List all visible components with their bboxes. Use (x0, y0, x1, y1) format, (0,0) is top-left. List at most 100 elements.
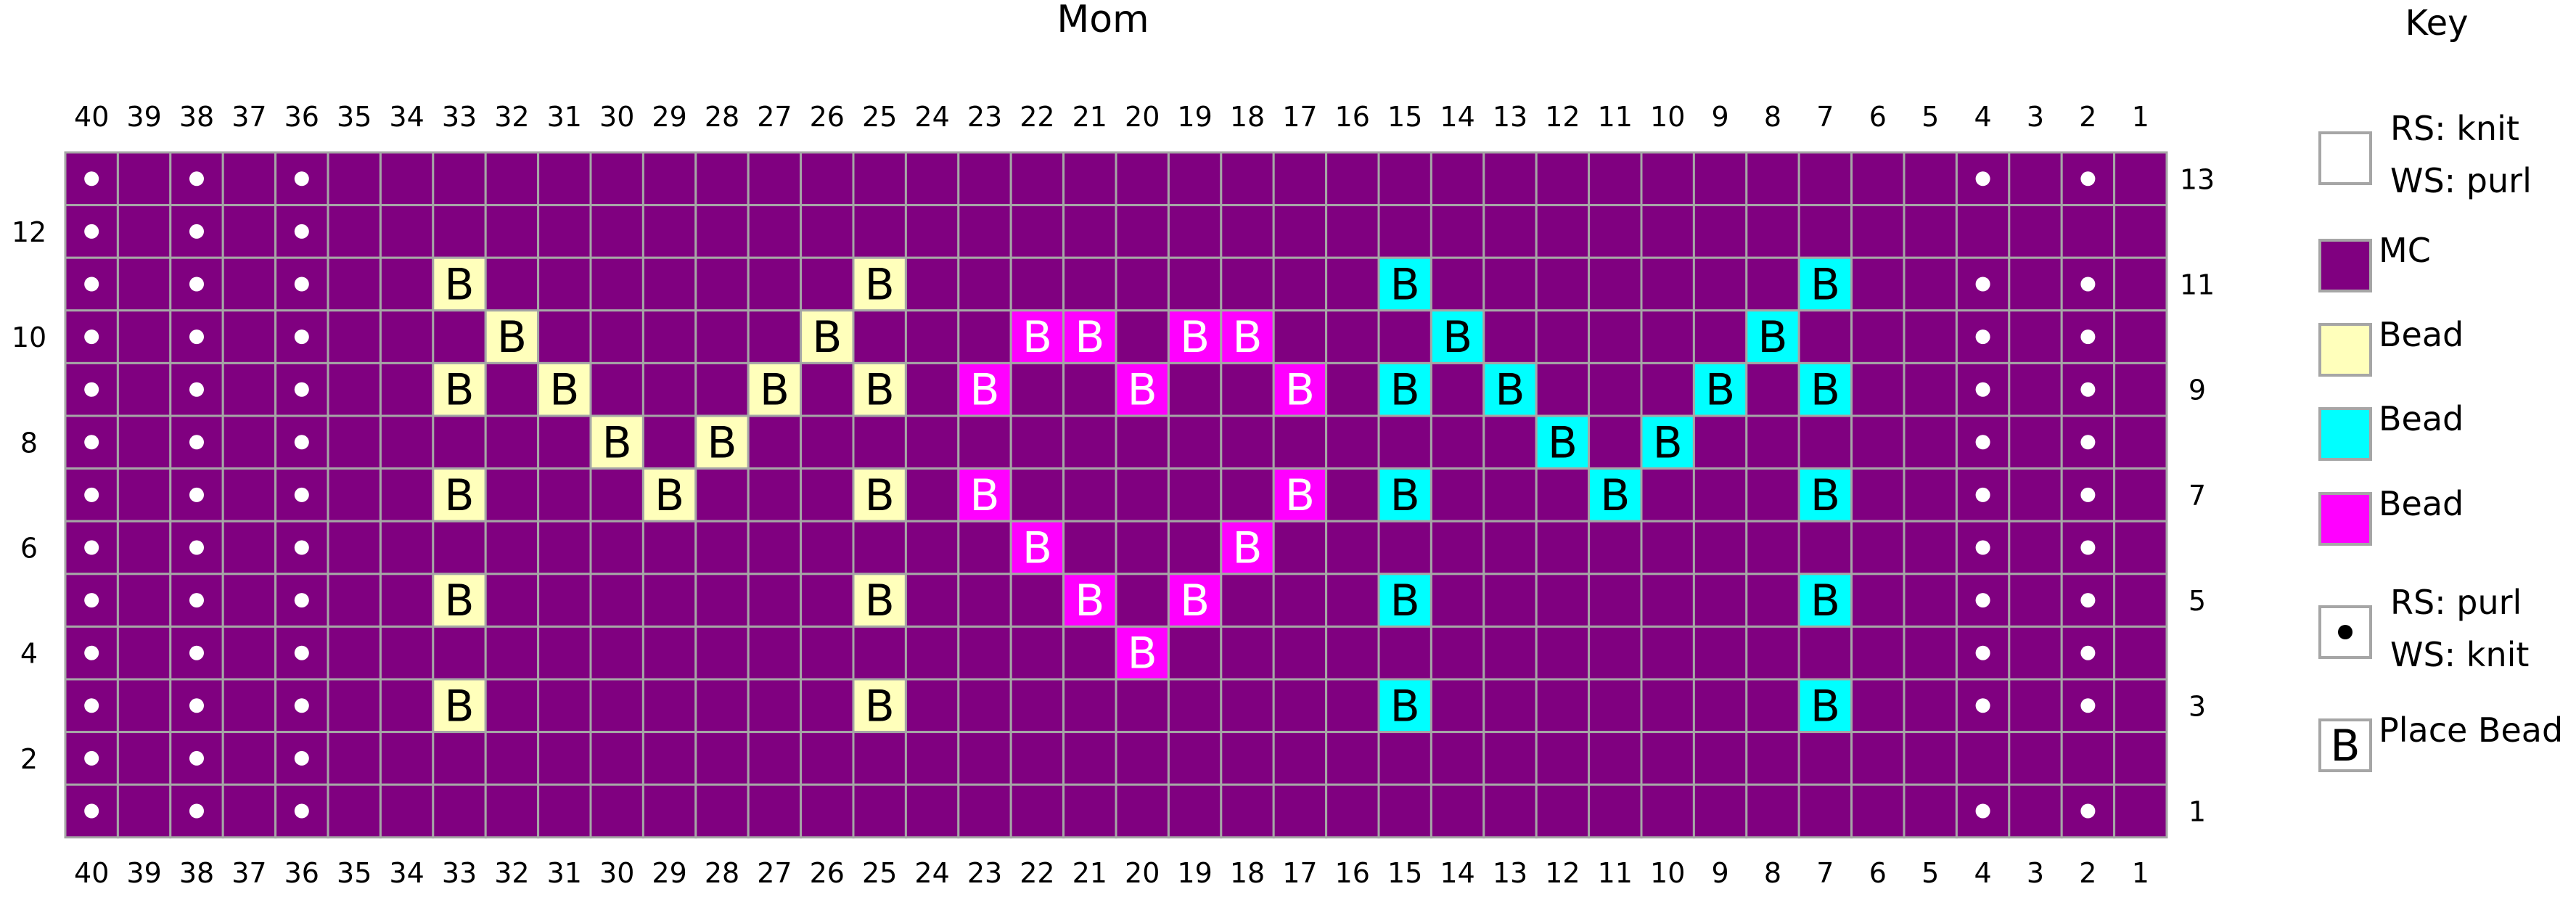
bead-symbol-r6-c18: B (1232, 523, 1262, 574)
chart-cell-r3-c14 (1429, 678, 1485, 734)
chart-cell-r13-c29 (641, 151, 697, 207)
chart-cell-r5-c33 (432, 573, 487, 628)
chart-cell-r9-c34 (379, 361, 435, 417)
bead-symbol-r8-c10: B (1653, 417, 1683, 468)
chart-cell-r9-c21 (1062, 361, 1117, 417)
purl-dot-r8-c40 (84, 435, 99, 450)
chart-cell-r3-c34 (379, 678, 435, 734)
chart-cell-r9-c35 (327, 361, 382, 417)
chart-cell-r6-c5 (1903, 520, 1958, 576)
chart-cell-r6-c21 (1062, 520, 1117, 576)
chart-cell-r10-c25 (852, 309, 907, 364)
bead-symbol-r11-c33: B (444, 260, 474, 311)
chart-cell-r5-c31 (537, 573, 592, 628)
chart-cell-r7-c27 (747, 467, 803, 523)
purl-dot-r11-c4 (1975, 277, 1990, 292)
chart-cell-r13-c24 (904, 151, 960, 207)
key-label-1-0: MC (2379, 231, 2431, 270)
chart-cell-r8-c9 (1692, 414, 1748, 470)
chart-cell-r2-c31 (537, 731, 592, 786)
chart-cell-r6-c1 (2113, 520, 2168, 576)
top-column-label-10: 10 (1650, 101, 1685, 133)
top-column-label-5: 5 (1921, 101, 1939, 133)
bead-symbol-r9-c7: B (1810, 365, 1840, 416)
chart-cell-r8-c20 (1115, 414, 1170, 470)
bead-symbol-r5-c21: B (1075, 576, 1104, 626)
bead-symbol-r5-c19: B (1180, 576, 1210, 626)
bottom-column-label-8: 8 (1764, 857, 1781, 889)
chart-cell-r10-c15 (1377, 309, 1432, 364)
right-row-label-11: 11 (2180, 269, 2215, 301)
bead-symbol-r3-c7: B (1810, 681, 1840, 732)
chart-cell-r2-c5 (1903, 731, 1958, 786)
chart-cell-r2-c21 (1062, 731, 1117, 786)
bottom-column-label-37: 37 (231, 857, 266, 889)
chart-cell-r2-c8 (1745, 731, 1800, 786)
chart-cell-r5-c24 (904, 573, 960, 628)
chart-cell-r7-c30 (589, 467, 644, 523)
chart-cell-r13-c22 (1009, 151, 1065, 207)
chart-cell-r8-c27 (747, 414, 803, 470)
chart-cell-r2-c22 (1009, 731, 1065, 786)
bead-symbol-r9-c17: B (1285, 365, 1315, 416)
chart-cell-r13-c13 (1482, 151, 1538, 207)
chart-cell-r1-c7 (1797, 783, 1853, 839)
chart-cell-r13-c8 (1745, 151, 1800, 207)
chart-cell-r2-c14 (1429, 731, 1485, 786)
purl-dot-r11-c38 (189, 277, 204, 292)
chart-cell-r12-c34 (379, 204, 435, 259)
purl-dot-r6-c40 (84, 540, 99, 555)
bottom-column-label-22: 22 (1020, 857, 1054, 889)
chart-cell-r13-c7 (1797, 151, 1853, 207)
left-row-label-8: 8 (20, 427, 38, 459)
purl-dot-r7-c40 (84, 487, 99, 502)
chart-cell-r10-c30 (589, 309, 644, 364)
chart-cell-r3-c25 (852, 678, 907, 734)
chart-cell-r10-c23 (957, 309, 1012, 364)
chart-cell-r1-c25 (852, 783, 907, 839)
chart-cell-r2-c17 (1272, 731, 1328, 786)
chart-cell-r12-c10 (1640, 204, 1695, 259)
chart-cell-r8-c33 (432, 414, 487, 470)
chart-cell-r8-c37 (221, 414, 277, 470)
chart-cell-r10-c32 (484, 309, 540, 364)
chart-cell-r12-c1 (2113, 204, 2168, 259)
chart-cell-r10-c28 (694, 309, 750, 364)
bottom-column-label-15: 15 (1387, 857, 1422, 889)
bottom-column-label-27: 27 (757, 857, 792, 889)
chart-cell-r3-c3 (2008, 678, 2063, 734)
chart-cell-r9-c26 (800, 361, 855, 417)
purl-dot-r2-c36 (294, 750, 309, 766)
chart-cell-r1-c31 (537, 783, 592, 839)
chart-cell-r10-c29 (641, 309, 697, 364)
bottom-column-label-35: 35 (337, 857, 372, 889)
chart-cell-r3-c5 (1903, 678, 1958, 734)
purl-dot-r13-c40 (84, 171, 99, 187)
chart-cell-r1-c26 (800, 783, 855, 839)
chart-cell-r3-c13 (1482, 678, 1538, 734)
chart-cell-r6-c19 (1167, 520, 1223, 576)
chart-cell-r5-c37 (221, 573, 277, 628)
chart-cell-r6-c16 (1325, 520, 1380, 576)
bead-symbol-r11-c15: B (1390, 260, 1420, 311)
bead-symbol-r9-c9: B (1705, 365, 1735, 416)
chart-cell-r4-c22 (1009, 625, 1065, 681)
bottom-column-label-30: 30 (599, 857, 634, 889)
purl-dot-r12-c36 (294, 224, 309, 239)
chart-cell-r7-c24 (904, 467, 960, 523)
chart-cell-r8-c30 (589, 414, 644, 470)
chart-cell-r6-c15 (1377, 520, 1432, 576)
chart-cell-r2-c3 (2008, 731, 2063, 786)
purl-dot-r1-c38 (189, 803, 204, 819)
chart-cell-r4-c35 (327, 625, 382, 681)
chart-cell-r6-c33 (432, 520, 487, 576)
chart-cell-r13-c21 (1062, 151, 1117, 207)
right-row-label-9: 9 (2189, 374, 2206, 406)
purl-dot-r10-c36 (294, 329, 309, 345)
chart-cell-r13-c20 (1115, 151, 1170, 207)
top-column-label-19: 19 (1177, 101, 1212, 133)
purl-dot-r6-c38 (189, 540, 204, 555)
chart-cell-r1-c19 (1167, 783, 1223, 839)
bead-symbol-r9-c31: B (549, 365, 579, 416)
bead-symbol-r11-c7: B (1810, 260, 1840, 311)
